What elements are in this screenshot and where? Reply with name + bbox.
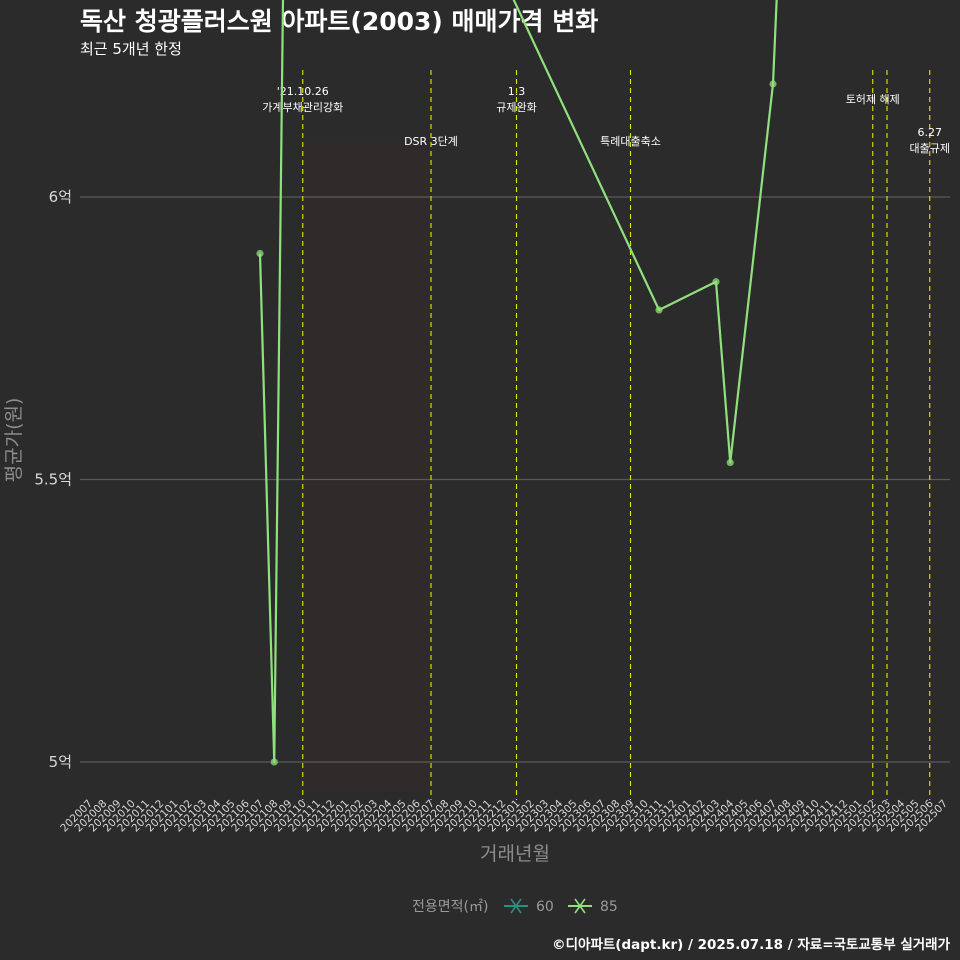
data-point: [270, 758, 278, 766]
data-point: [256, 249, 264, 258]
event-label: 가계부채관리강화: [262, 101, 343, 114]
event-label: 1.3: [508, 85, 526, 98]
chart-subtitle: 최근 5개년 한정: [80, 40, 182, 58]
legend-title: 전용면적(㎡): [412, 899, 488, 915]
y-tick-label: 5.5억: [34, 471, 72, 489]
legend-item-85: 85: [568, 898, 618, 915]
y-tick-label: 5억: [49, 753, 72, 771]
legend-label: 60: [536, 899, 554, 915]
legend-marker: [574, 898, 586, 914]
x-axis-title: 거래년월: [480, 843, 550, 865]
y-tick-label: 6억: [49, 188, 72, 206]
legend-item-60: 60: [504, 898, 554, 915]
data-point: [769, 80, 777, 88]
legend: 전용면적(㎡) 60 85: [412, 898, 618, 915]
event-label: 대출규제: [910, 142, 950, 155]
data-point: [712, 278, 720, 286]
event-label: 규제완화: [496, 101, 536, 114]
legend-label: 85: [600, 899, 618, 915]
data-point: [726, 458, 734, 467]
event-label: 토허제 해제: [846, 92, 900, 106]
legend-marker: [510, 898, 522, 914]
event-label: DSR 3단계: [404, 135, 458, 148]
chart-title: 독산 청광플러스원 아파트(2003) 매매가격 변화: [80, 7, 599, 36]
event-label: 6.27: [918, 126, 943, 139]
event-label: 특례대출축소: [600, 135, 661, 148]
event-label: '21.10.26: [277, 85, 329, 98]
source-credit: ©디아파트(dapt.kr) / 2025.07.18 / 자료=국토교통부 실…: [552, 937, 950, 953]
data-point: [655, 306, 663, 314]
shaded-period: [302, 140, 431, 790]
y-axis-title: 평균가(원): [3, 398, 25, 483]
